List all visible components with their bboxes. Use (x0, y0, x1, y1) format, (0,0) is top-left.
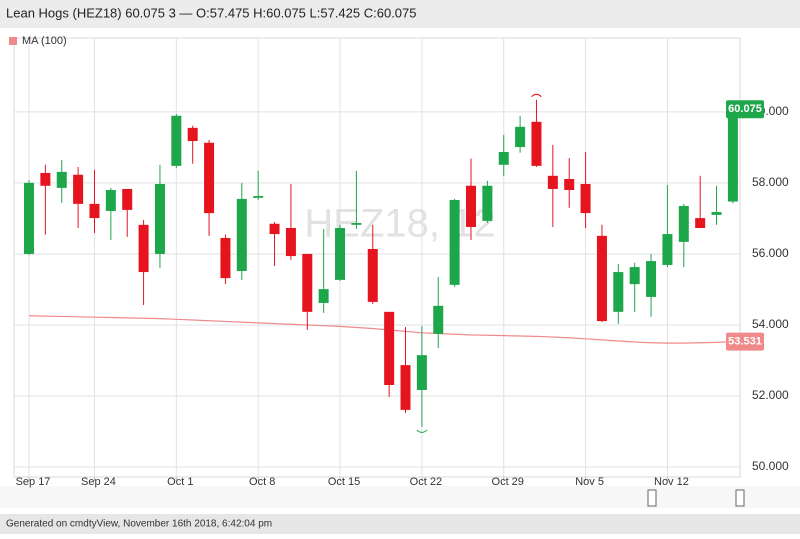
x-tick-label: Oct 29 (492, 476, 524, 488)
candle-body (253, 196, 264, 198)
candle-body (662, 234, 673, 265)
candle-body (613, 272, 624, 312)
candle-body (367, 248, 378, 302)
candle-body (318, 289, 329, 303)
candle-body (269, 223, 280, 235)
candle-body (105, 190, 116, 211)
legend-swatch (9, 37, 17, 45)
y-tick-label: 56.000 (752, 246, 789, 260)
x-tick-label: Nov 12 (654, 476, 689, 488)
x-tick-label: Oct 8 (249, 476, 275, 488)
candle-body (596, 235, 607, 322)
x-tick-label: Sep 24 (81, 476, 116, 488)
y-tick-label: 54.000 (752, 317, 789, 331)
candle-body (564, 179, 575, 191)
candle-body (498, 152, 509, 165)
candle-body (711, 212, 722, 215)
candle-body (678, 205, 689, 242)
y-tick-label: 52.000 (752, 388, 789, 402)
candle-body (384, 311, 395, 386)
candle-body (531, 121, 542, 166)
x-tick-label: Sep 17 (16, 476, 51, 488)
candle-body (154, 183, 165, 254)
candle-body (204, 142, 215, 214)
header-bar (0, 0, 800, 28)
candle-body (695, 218, 706, 229)
last-price-tag: 60.075 (728, 103, 762, 115)
candle-body (187, 127, 198, 142)
candle-body (351, 223, 362, 225)
scroll-bar (0, 486, 800, 508)
candle-body (449, 199, 460, 285)
legend-label: MA (100) (22, 35, 67, 47)
plot-frame (13, 37, 741, 478)
candle-body (89, 203, 100, 219)
chart-title: Lean Hogs (HEZ18) 60.075 3 — O:57.475 H:… (6, 5, 417, 20)
candle-body (236, 198, 247, 271)
scroll-handle[interactable] (735, 489, 745, 507)
ma-value-tag: 53.531 (728, 336, 762, 348)
candle-body (24, 182, 34, 254)
candle-body (73, 174, 84, 204)
candle-body (220, 237, 231, 279)
y-tick-label: 58.000 (752, 175, 789, 189)
ma-line (28, 315, 733, 344)
footer: Generated on cmdtyView, November 16th 20… (6, 519, 272, 530)
candle-body (285, 228, 296, 257)
last-price-tag-bg (726, 100, 764, 119)
candle-body (400, 365, 411, 410)
candle-body (465, 185, 476, 227)
scroll-handle[interactable] (647, 489, 657, 507)
candle-body (547, 175, 558, 189)
candle-body (171, 115, 182, 166)
candle-body (56, 171, 67, 188)
candle-body (302, 253, 313, 312)
high-marker (531, 93, 542, 98)
candle-body (335, 228, 346, 280)
candle-body (433, 305, 444, 334)
candle-body (629, 267, 640, 285)
footer-bar (0, 514, 800, 534)
candle-body (727, 109, 738, 202)
candle-body (515, 126, 526, 148)
candle-body (482, 185, 493, 221)
candle-body (40, 172, 51, 186)
y-tick-label: 50.000 (752, 459, 789, 473)
ma-value-tag-bg (726, 332, 764, 351)
low-marker (416, 429, 428, 433)
candle-body (138, 224, 149, 273)
x-tick-label: Oct 22 (410, 476, 442, 488)
x-tick-label: Oct 15 (328, 476, 360, 488)
x-tick-label: Oct 1 (167, 476, 193, 488)
candle-body (122, 188, 133, 210)
candle-body (416, 355, 427, 390)
candle-body (580, 183, 591, 214)
candle-body (646, 261, 657, 297)
x-tick-label: Nov 5 (575, 476, 604, 488)
